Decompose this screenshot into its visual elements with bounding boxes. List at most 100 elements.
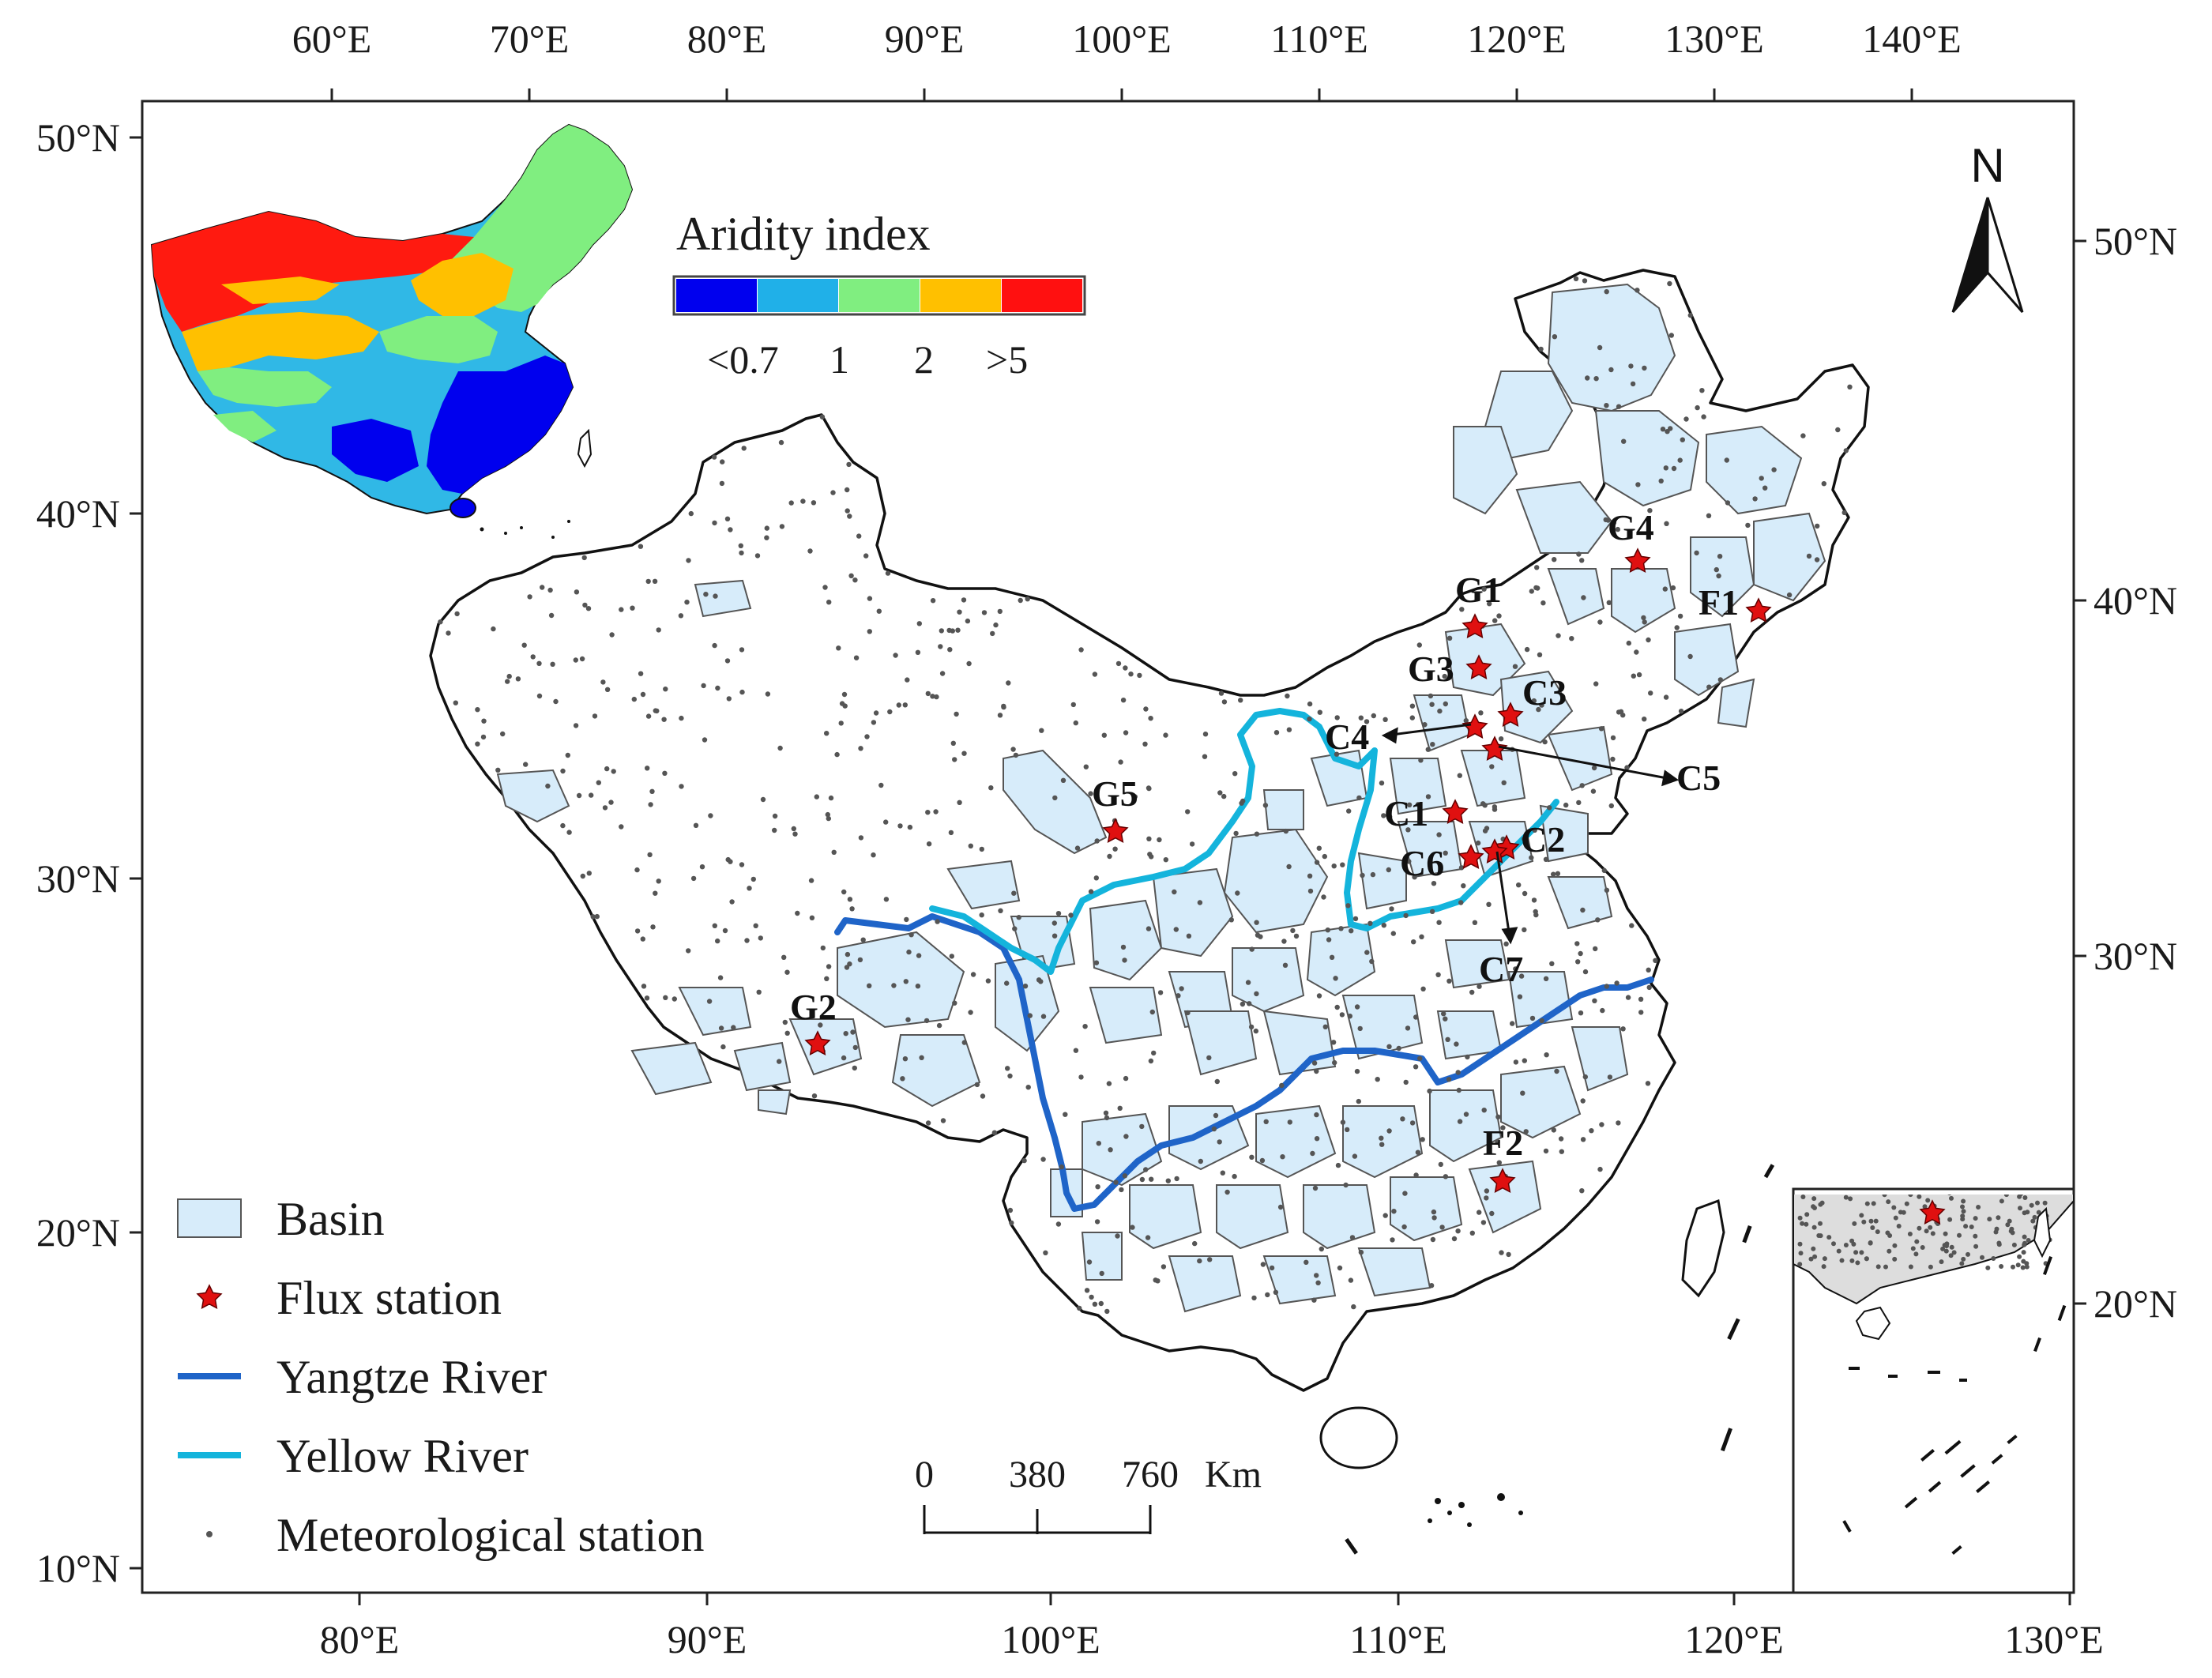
- meteo-station-dot: [1443, 850, 1448, 856]
- meteo-station-dot: [1797, 1262, 1803, 1267]
- meteo-station-dot: [1549, 961, 1555, 967]
- meteo-station-dot: [1387, 814, 1393, 820]
- meteo-station-dot: [1604, 887, 1610, 894]
- meteo-station-dot: [1370, 871, 1376, 878]
- yangtze-river: [834, 913, 1654, 1212]
- meteo-station-dot: [897, 823, 903, 829]
- aridity-swatch: [1002, 279, 1082, 312]
- station-label-f1: F1: [1698, 582, 1739, 623]
- meteo-station-dot: [725, 856, 731, 863]
- meteo-station-dot: [1811, 1225, 1817, 1230]
- meteo-station-dot: [1579, 558, 1585, 563]
- meteo-station-dot: [585, 606, 592, 611]
- meteo-station-dot: [1094, 838, 1100, 844]
- meteo-station-dot: [715, 685, 720, 691]
- meteo-station-dot: [795, 910, 800, 916]
- meteo-station-dot: [1831, 1241, 1836, 1247]
- meteo-station-dot: [729, 899, 735, 905]
- meteo-station-dot: [596, 780, 601, 785]
- meteo-station-dot: [686, 948, 691, 954]
- meteo-station-dot: [1687, 653, 1693, 660]
- meteo-station-dot: [1540, 600, 1546, 606]
- meteo-station-dot: [916, 621, 923, 626]
- meteo-station-dot: [1574, 941, 1580, 946]
- meteo-station-dot: [848, 573, 854, 578]
- meteo-station-dot: [1018, 597, 1023, 604]
- meteo-station-dot: [760, 796, 766, 803]
- meteo-station-dot: [1260, 1262, 1266, 1267]
- meteo-station-dot: [1943, 1231, 1948, 1236]
- flux-star-g5: [1102, 818, 1129, 843]
- meteo-station-dot: [1405, 827, 1411, 833]
- meteo-station-dot: [1316, 993, 1322, 999]
- meteo-station-dot: [1949, 1244, 1954, 1250]
- meteo-station-dot: [1648, 690, 1653, 696]
- meteo-station-dot: [1379, 1142, 1385, 1147]
- meteo-station-dot: [1816, 1233, 1822, 1238]
- meteo-station-dot: [1580, 907, 1586, 913]
- meteo-station-dot: [1987, 1217, 1992, 1222]
- meteo-station-dot: [1601, 867, 1608, 874]
- aridity-swatch: [676, 279, 757, 312]
- meteo-station-dot: [1607, 1074, 1613, 1080]
- meteo-station-dot: [830, 490, 836, 495]
- meteo-station-dot: [560, 768, 566, 774]
- meteo-station-dot: [1647, 508, 1653, 514]
- meteo-station-dot: [717, 975, 724, 980]
- meteo-station-dot: [1375, 1077, 1380, 1082]
- meteo-station-dot: [1238, 698, 1243, 703]
- meteo-station-dot: [1714, 566, 1719, 573]
- meteo-station-dot: [1882, 1195, 1887, 1198]
- meteo-station-dot: [1163, 732, 1168, 738]
- meteo-station-dot: [739, 862, 745, 867]
- aridity-swatch: [758, 279, 838, 312]
- bottom-axis: 80°E 90°E 100°E 110°E 120°E 130°E: [320, 1617, 2104, 1661]
- meteo-station-dot: [1994, 1226, 1999, 1232]
- meteo-station-dot: [609, 632, 615, 638]
- meteo-station-dot: [1253, 1028, 1259, 1034]
- meteo-station-dot: [1859, 1213, 1864, 1218]
- meteo-station-dot: [1543, 856, 1549, 863]
- meteo-station-dot: [1119, 1187, 1124, 1193]
- meteo-station-dot: [1176, 993, 1181, 999]
- meteo-station-dot: [1604, 984, 1610, 989]
- scale-unit: Km: [1205, 1454, 1262, 1496]
- meteo-station-dot: [1139, 1176, 1146, 1183]
- meteo-station-dot: [679, 784, 684, 789]
- meteo-station-dot: [1142, 741, 1148, 747]
- meteo-station-dot: [1628, 363, 1634, 369]
- top-tick-label: 60°E: [292, 17, 372, 61]
- meteo-station-dot: [1591, 765, 1597, 771]
- meteo-station-dot: [1940, 1246, 1946, 1251]
- meteo-station-dot: [934, 694, 939, 700]
- meteo-station-dot: [1004, 980, 1010, 986]
- meteo-station-dot: [1961, 1198, 1966, 1204]
- meteo-station-dot: [1871, 1201, 1876, 1206]
- meteo-station-dot: [1512, 664, 1518, 669]
- meteo-station-dot: [831, 849, 837, 856]
- meteo-station-dot: [1996, 1242, 2002, 1247]
- meteo-station-dot: [1099, 1270, 1104, 1277]
- meteo-station-dot: [1149, 854, 1154, 860]
- meteo-station-dot: [1009, 1220, 1014, 1226]
- meteo-station-dot: [1092, 672, 1098, 677]
- meteo-station-dot: [1337, 1265, 1343, 1271]
- meteo-station-dot: [1593, 946, 1598, 952]
- meteo-station-dot: [1436, 920, 1442, 925]
- meteo-station-dot: [1616, 404, 1622, 409]
- meteo-station-dot: [1092, 1301, 1098, 1307]
- meteo-station-dot: [979, 846, 985, 852]
- meteo-station-dot: [1959, 1261, 1965, 1266]
- meteo-station-dot: [446, 630, 451, 636]
- meteo-station-dot: [1537, 652, 1543, 657]
- meteo-station-dot: [1706, 513, 1712, 518]
- meteo-station-dot: [1425, 747, 1431, 752]
- meteo-station-dot: [1245, 980, 1251, 985]
- meteo-station-dot: [1917, 1195, 1922, 1199]
- meteo-station-dot: [985, 978, 991, 984]
- meteo-station-dot: [2025, 1210, 2030, 1215]
- legend-flux-star-icon: [196, 1284, 223, 1309]
- meteo-station-dot: [1559, 1149, 1565, 1154]
- meteo-station-dot: [1642, 365, 1647, 371]
- meteo-station-dot: [850, 1029, 856, 1035]
